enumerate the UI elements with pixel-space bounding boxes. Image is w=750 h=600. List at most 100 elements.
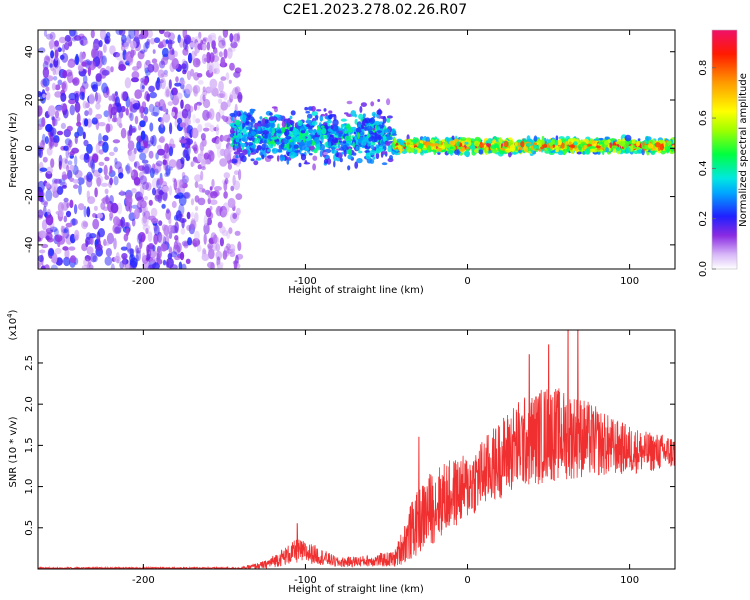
undefined <box>193 147 198 152</box>
undefined <box>83 118 89 127</box>
figure-title: C2E1.2023.278.02.26.R07 <box>282 2 468 18</box>
undefined <box>211 137 218 144</box>
undefined <box>219 90 226 99</box>
undefined <box>95 91 98 102</box>
undefined <box>38 255 44 263</box>
undefined <box>168 166 173 171</box>
spectrogram-cell <box>262 130 270 135</box>
spectrogram-cell <box>240 142 247 148</box>
spectrogram-cell <box>353 131 356 135</box>
undefined <box>233 33 240 42</box>
undefined <box>190 161 194 168</box>
undefined <box>98 40 103 48</box>
undefined <box>50 158 55 169</box>
undefined <box>217 221 223 229</box>
spectrogram-cell <box>330 146 336 150</box>
undefined <box>174 255 181 261</box>
undefined <box>149 167 155 179</box>
undefined <box>197 183 204 190</box>
spectrogram-cell <box>386 118 391 123</box>
undefined <box>90 252 97 263</box>
undefined <box>69 255 77 264</box>
spectrogram-cell <box>665 142 669 150</box>
undefined <box>88 107 93 116</box>
spectrogram-cell <box>377 99 381 102</box>
undefined <box>236 32 241 43</box>
spectrogram-cell <box>397 145 402 150</box>
undefined <box>200 146 205 152</box>
spectrogram-cell <box>331 137 338 144</box>
undefined <box>135 245 139 254</box>
spectrogram-cell <box>359 106 363 113</box>
undefined <box>171 200 177 209</box>
spectrogram-cell <box>339 147 345 151</box>
undefined <box>227 197 236 209</box>
undefined <box>181 63 187 70</box>
spectrogram-cell <box>448 140 455 145</box>
spectrogram-cell <box>238 132 243 139</box>
undefined <box>210 191 218 199</box>
undefined <box>112 139 121 144</box>
spectrogram-cell <box>410 145 414 149</box>
undefined <box>38 261 41 269</box>
undefined <box>101 69 110 76</box>
undefined <box>161 203 166 209</box>
undefined <box>121 34 127 43</box>
undefined <box>93 38 100 51</box>
undefined <box>190 160 196 167</box>
undefined <box>225 72 230 81</box>
undefined <box>209 124 215 132</box>
undefined <box>142 214 148 224</box>
undefined <box>139 152 147 161</box>
undefined <box>190 218 196 229</box>
spectrogram-cell <box>328 114 333 120</box>
x-tick-label: 100 <box>620 575 639 586</box>
undefined <box>232 213 238 219</box>
undefined <box>109 195 114 205</box>
undefined <box>201 188 206 193</box>
spectrogram-cell <box>642 140 645 147</box>
undefined <box>114 157 118 165</box>
spectrogram-cell <box>549 142 554 147</box>
undefined <box>58 209 64 218</box>
undefined <box>209 205 213 211</box>
undefined <box>158 234 166 245</box>
undefined <box>73 204 78 215</box>
spectrogram-cell <box>242 122 246 128</box>
spectrogram-cell <box>261 154 265 160</box>
spectrogram-cell <box>624 134 632 142</box>
undefined <box>202 109 210 121</box>
spectrogram-y-label: Frequency (Hz) <box>8 112 19 188</box>
undefined <box>120 246 128 251</box>
undefined <box>38 105 43 117</box>
undefined <box>146 93 151 102</box>
undefined <box>66 71 74 84</box>
undefined <box>187 237 193 246</box>
undefined <box>86 143 93 154</box>
undefined <box>77 65 84 72</box>
spectrogram-cell <box>487 150 494 154</box>
undefined <box>236 207 241 216</box>
spectrogram-cell <box>433 143 439 146</box>
undefined <box>204 159 211 165</box>
spectrogram-cell <box>598 137 604 141</box>
spectrogram-cell <box>281 121 287 128</box>
undefined <box>92 153 99 163</box>
undefined <box>67 169 73 180</box>
spectrogram-cell <box>637 138 641 142</box>
spectrogram-cell <box>246 145 250 150</box>
undefined <box>160 243 168 252</box>
undefined <box>64 42 70 51</box>
undefined <box>193 103 198 111</box>
spectrogram-cell <box>402 143 406 147</box>
undefined <box>226 47 233 59</box>
undefined <box>159 177 163 186</box>
spectrogram-cell <box>533 135 538 142</box>
undefined <box>113 255 121 263</box>
undefined <box>159 136 165 143</box>
snr-x-label: Height of straight line (km) <box>288 584 424 595</box>
spectrogram-cell <box>370 101 375 107</box>
spectrogram-cell <box>311 120 318 126</box>
undefined <box>165 234 170 246</box>
undefined <box>118 172 124 179</box>
